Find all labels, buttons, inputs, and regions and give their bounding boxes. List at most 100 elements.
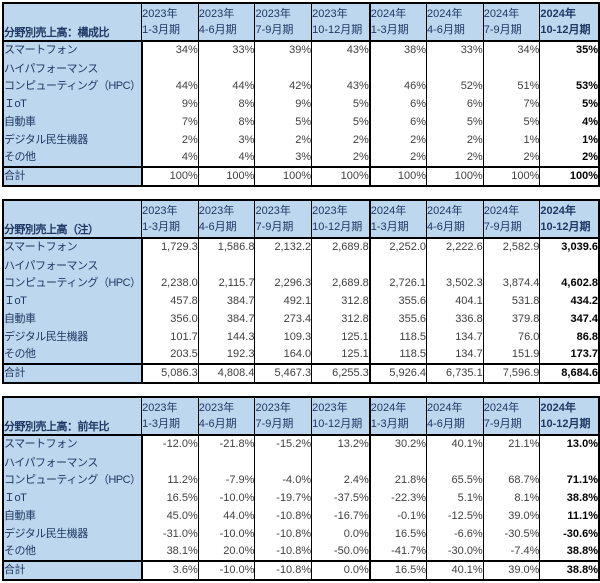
value-cell: 2,689.8: [311, 238, 370, 256]
value-cell: 203.5: [141, 346, 199, 364]
quarter-label: 10-12月期: [540, 24, 591, 36]
segment-label-line: デジタル民生機器: [4, 331, 88, 343]
quarter-label: 7-9月期: [483, 24, 522, 36]
segment-row: スマートフォン -12.0% -21.8% -15.2% 13.2% 30.2% 40.1%…: [3, 435, 599, 453]
value-cell: -10.0%: [197, 525, 255, 543]
segment-label: スマートフォン: [3, 435, 143, 453]
segment-label: ＩoT: [3, 292, 143, 310]
quarter-label: 1-3月期: [142, 221, 180, 233]
value-cell: 38.8%: [539, 489, 599, 507]
value-cell: 434.2: [539, 292, 599, 310]
value-cell: 44%: [141, 59, 199, 95]
value-cell: 1,729.3: [141, 238, 199, 256]
value-cell: 101.7: [141, 328, 199, 346]
column-header: 2023年 1-3月期: [141, 3, 199, 42]
segment-label-line: 自動車: [4, 313, 36, 325]
quarter-label: 1-3月期: [370, 418, 409, 430]
segment-label: 自動車: [3, 113, 143, 131]
total-value-cell: 3.6%: [141, 560, 199, 580]
segment-label-line: その他: [4, 151, 36, 163]
value-cell: -12.0%: [141, 435, 199, 453]
segment-label: デジタル民生機器: [3, 328, 143, 346]
value-cell: 3,502.3: [426, 256, 484, 292]
column-header: 2024年 7-9月期: [482, 3, 540, 42]
segment-row: ハイパフォーマンス コンピューティング（HPC） 2,238.0 2,115.7 2,2…: [3, 256, 599, 292]
value-cell: 2%: [311, 131, 370, 149]
quarter-label: 1-3月期: [370, 24, 409, 36]
value-cell: 20.0%: [197, 543, 255, 561]
value-cell: 2,252.0: [368, 238, 427, 256]
value-cell: 144.3: [197, 328, 255, 346]
value-cell: 2%: [426, 149, 484, 167]
column-header: 2024年 1-3月期: [368, 200, 427, 239]
segment-label: その他: [3, 149, 143, 167]
total-value-cell: 100%: [368, 166, 427, 186]
year-label: 2023年: [142, 205, 178, 217]
segment-label: その他: [3, 346, 143, 364]
value-cell: 5%: [539, 95, 599, 113]
segment-label-line: ハイパフォーマンス: [4, 63, 98, 75]
value-cell: 39%: [254, 41, 312, 59]
segment-label-line: その他: [4, 545, 36, 557]
total-value-cell: 6,255.3: [311, 363, 370, 383]
column-header: 2024年 4-6月期: [426, 200, 484, 239]
value-cell: 355.6: [368, 310, 427, 328]
total-value-cell: 100%: [311, 166, 370, 186]
value-cell: 3%: [197, 131, 255, 149]
value-cell: 4%: [539, 113, 599, 131]
year-label: 2023年: [198, 205, 235, 217]
segment-row: ハイパフォーマンス コンピューティング（HPC） 44% 44% 42% 43% 46% 52…: [3, 59, 599, 95]
value-cell: 355.6: [368, 292, 427, 310]
total-row: 合計 100% 100% 100% 100% 100% 100% 100% 100%: [3, 166, 599, 186]
value-cell: 173.7: [539, 346, 599, 364]
value-cell: -10.8%: [254, 525, 312, 543]
quarter-label: 7-9月期: [483, 418, 522, 430]
value-cell: -0.1%: [368, 507, 427, 525]
value-cell: 125.1: [311, 328, 370, 346]
column-header: 2023年 7-9月期: [254, 397, 312, 436]
total-value-cell: 38.8%: [539, 560, 599, 580]
value-cell: 384.7: [197, 292, 255, 310]
column-header: 2023年 10-12月期: [311, 397, 370, 436]
total-value-cell: 0.0%: [311, 560, 370, 580]
column-header: 2024年 10-12月期: [539, 397, 599, 436]
value-cell: -10.8%: [254, 543, 312, 561]
value-cell: -7.4%: [482, 543, 540, 561]
value-cell: -50.0%: [311, 543, 370, 561]
value-cell: 457.8: [141, 292, 199, 310]
value-cell: 273.4: [254, 310, 312, 328]
value-cell: 9%: [141, 95, 199, 113]
year-label: 2024年: [370, 8, 407, 20]
value-cell: 7%: [141, 113, 199, 131]
segment-label-line: 自動車: [4, 116, 36, 128]
segment-row: その他 203.5 192.3 164.0 125.1 118.5 134.7 151.9 17…: [3, 346, 599, 364]
value-cell: 52%: [426, 59, 484, 95]
value-cell: 16.5%: [368, 525, 427, 543]
value-cell: 35%: [539, 41, 599, 59]
value-cell: 2,726.1: [368, 256, 427, 292]
segment-row: その他 4% 4% 3% 2% 2% 2% 2% 2%: [3, 149, 599, 167]
year-label: 2023年: [198, 402, 235, 414]
column-header: 2023年 1-3月期: [141, 200, 199, 239]
quarter-label: 4-6月期: [427, 418, 465, 430]
total-value-cell: 100%: [254, 166, 312, 186]
value-cell: 86.8: [539, 328, 599, 346]
year-label: 2023年: [255, 8, 291, 20]
value-cell: 312.8: [311, 292, 370, 310]
value-cell: 11.1%: [539, 507, 599, 525]
value-cell: 1,586.8: [197, 238, 255, 256]
value-cell: 5%: [482, 113, 540, 131]
value-cell: 21.1%: [482, 435, 540, 453]
total-value-cell: -10.8%: [254, 560, 312, 580]
value-cell: 39.0%: [482, 507, 540, 525]
year-label: 2024年: [427, 402, 463, 414]
total-label: 合計: [3, 560, 143, 580]
composition-ratio-table: 分野別売上高：構成比 2023年 1-3月期 2023年 4-6月期 2023年 7-9月期…: [2, 2, 600, 187]
total-row: 合計 3.6% -10.0% -10.8% 0.0% 16.5% 40.1% 39.0% 38.…: [3, 560, 599, 580]
quarter-label: 7-9月期: [483, 221, 522, 233]
value-cell: 1%: [539, 131, 599, 149]
year-label: 2023年: [142, 8, 178, 20]
value-cell: -4.0%: [254, 453, 312, 489]
value-cell: 44%: [197, 59, 255, 95]
value-cell: 5%: [311, 113, 370, 131]
